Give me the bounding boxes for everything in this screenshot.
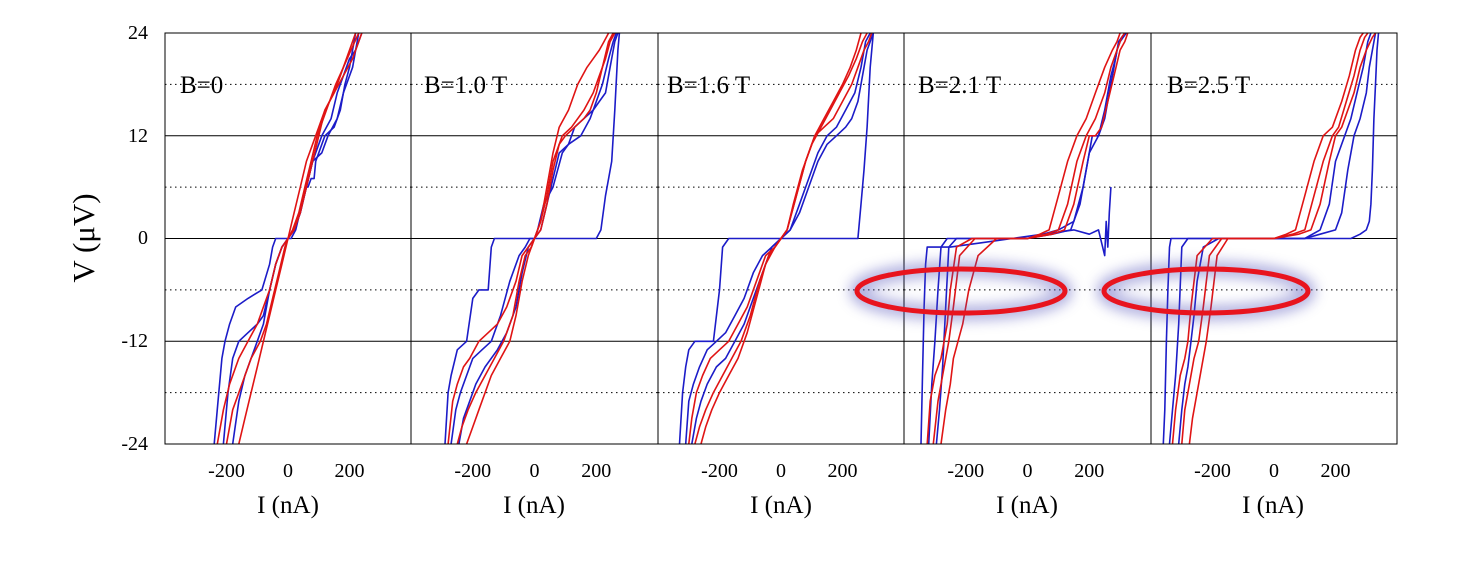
grid-lines (411, 83, 658, 394)
red-sweep-curve (932, 33, 1126, 444)
red-sweep-curve (238, 33, 363, 444)
field-label: B=2.5 T (1167, 72, 1250, 99)
x-tick-label: 0 (530, 460, 540, 482)
blue-sweep-curve (678, 33, 875, 444)
x-tick-label: 200 (1074, 460, 1104, 482)
red-sweep-curve (940, 33, 1121, 444)
x-tick-label: 0 (1023, 460, 1033, 482)
field-label: B=0 (180, 72, 223, 99)
x-tick-label: -200 (947, 460, 984, 482)
x-tick-label: 200 (581, 460, 611, 482)
y-tick-label: 24 (128, 22, 148, 44)
y-tick-label: -24 (121, 433, 148, 455)
x-tick-label: 0 (1269, 460, 1279, 482)
x-tick-label: -200 (1194, 460, 1231, 482)
x-tick-label: 0 (283, 460, 293, 482)
red-sweep-curve (225, 33, 360, 444)
red-sweep-curve (1181, 33, 1369, 444)
x-axis-label: I (nA) (996, 492, 1058, 519)
highlight-ellipses (850, 262, 1315, 320)
x-tick-label: -200 (701, 460, 738, 482)
field-label: B=2.1 T (918, 72, 1001, 99)
highlight-ellipse (854, 266, 1068, 316)
red-sweep-curve (1171, 33, 1377, 444)
x-tick-label: -200 (454, 460, 491, 482)
x-axis-label: I (nA) (750, 492, 812, 519)
field-label: B=1.6 T (667, 72, 750, 99)
x-tick-label: 200 (1321, 460, 1351, 482)
y-tick-label: -12 (121, 330, 148, 352)
x-axis-label: I (nA) (503, 492, 565, 519)
blue-sweep-curve (444, 33, 621, 444)
red-sweep-curve (1188, 33, 1364, 444)
highlight-ellipse (1101, 266, 1311, 316)
x-axis-label: I (nA) (1242, 492, 1304, 519)
x-tick-label: 0 (776, 460, 786, 482)
x-tick-label: -200 (208, 460, 245, 482)
red-sweep-curve (465, 33, 610, 444)
field-label: B=1.0 T (424, 72, 507, 99)
x-axis-label: I (nA) (257, 492, 319, 519)
x-tick-label: 200 (335, 460, 365, 482)
grid-lines (165, 83, 411, 394)
curves (444, 33, 621, 444)
curves (678, 33, 875, 444)
x-tick-label: 200 (828, 460, 858, 482)
y-tick-label: 12 (128, 125, 148, 147)
red-sweep-curve (700, 33, 862, 444)
red-sweep-curve (926, 33, 1129, 444)
blue-sweep-curve (935, 33, 1126, 444)
panel-frame (1150, 32, 1398, 445)
y-tick-label: 0 (138, 227, 148, 249)
curves (213, 33, 363, 444)
panel-b0: B=0 -200 0 200 I (nA) (164, 32, 412, 519)
panel-b1-0t: B=1.0 T -200 0 200 I (nA) (410, 32, 659, 519)
panel-b2-1t: B=2.1 T -200 0 200 I (nA) (903, 32, 1152, 519)
y-axis-label: V (μV) (66, 193, 101, 282)
